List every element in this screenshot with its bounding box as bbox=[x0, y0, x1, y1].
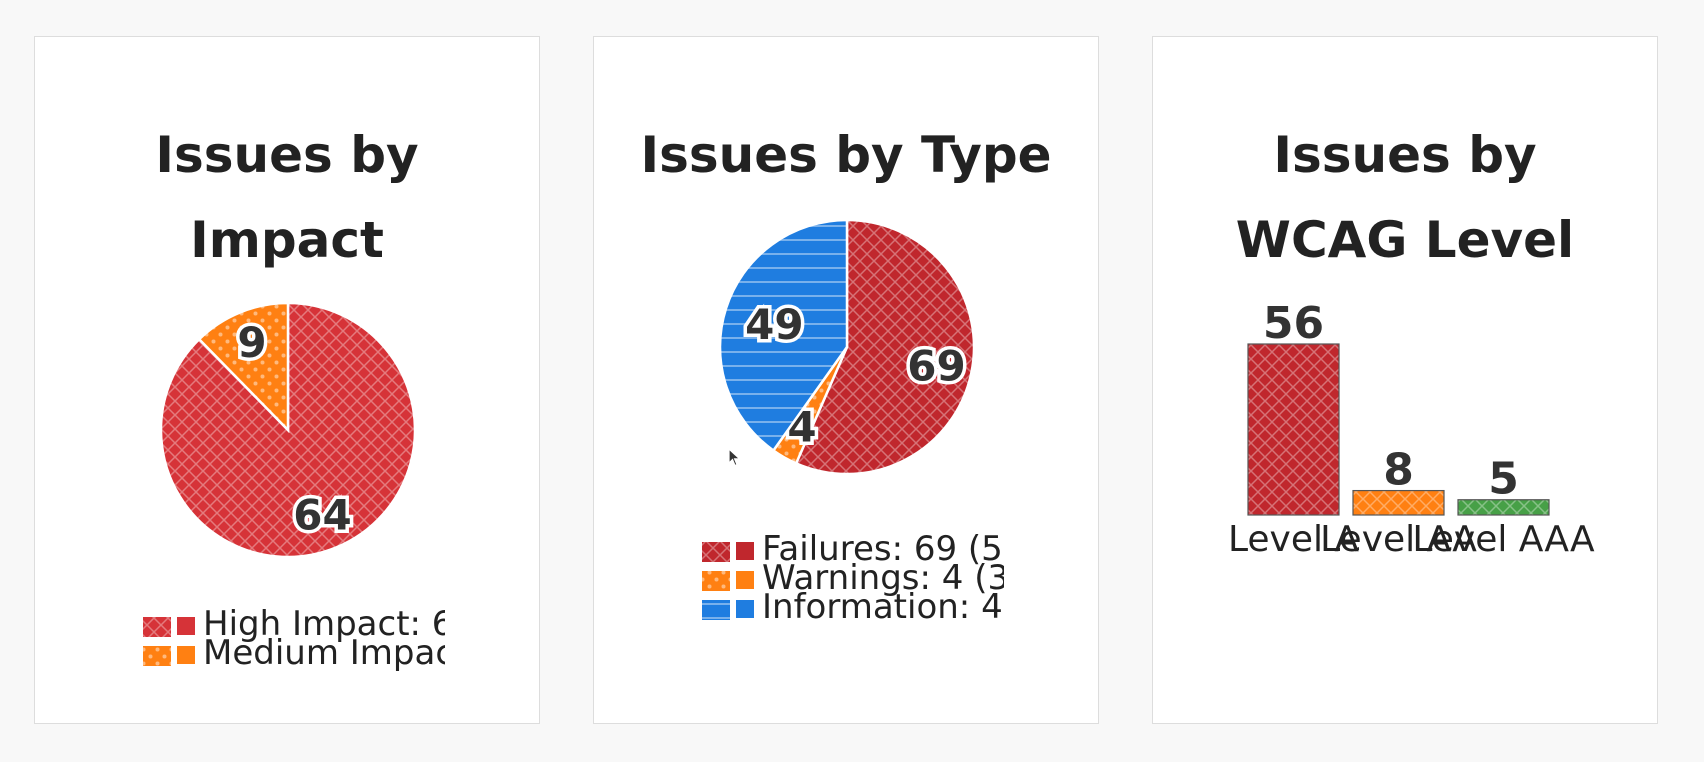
legend-label: Medium Impact bbox=[203, 633, 467, 673]
pie-slice-information bbox=[718, 218, 849, 453]
type-title-line-1: Issues by Type bbox=[640, 126, 1052, 184]
x-tick-label: Level AA bbox=[1320, 519, 1477, 560]
impact-card: Issues by Impact 64 9 High Impact: 64 Mediu… bbox=[34, 36, 540, 724]
legend-swatch-pattern bbox=[143, 646, 171, 666]
data-label: 69 bbox=[907, 342, 965, 391]
data-label: 5 bbox=[1488, 454, 1519, 505]
legend-swatch bbox=[736, 571, 754, 589]
wcag-card-title: Issues by WCAG Level bbox=[1153, 113, 1657, 283]
impact-title-line-1: Issues by bbox=[155, 126, 419, 184]
impact-title-line-2: Impact bbox=[190, 211, 384, 269]
pie-slice-medium-impact bbox=[197, 301, 290, 434]
legend-swatch bbox=[736, 542, 754, 560]
wcag-card: Issues by WCAG Level 56 Level A 8 Level AA 5… bbox=[1152, 36, 1658, 724]
legend-swatch-pattern bbox=[702, 600, 730, 620]
legend-label: Failures: 69 (57 bbox=[762, 529, 1024, 569]
data-label: 56 bbox=[1263, 298, 1324, 349]
wcag-bar-chart: 56 Level A 8 Level AA 5 Level AAA bbox=[1228, 295, 1595, 561]
bar-level-aaa bbox=[1457, 499, 1550, 516]
data-label: 9 bbox=[237, 318, 266, 367]
bar-level-aa bbox=[1352, 489, 1445, 516]
wcag-title-line-1: Issues by bbox=[1273, 126, 1537, 184]
legend-swatch bbox=[177, 617, 195, 635]
legend-swatch-pattern bbox=[702, 571, 730, 591]
mouse-pointer-icon bbox=[728, 448, 742, 467]
legend-swatch-pattern bbox=[702, 542, 730, 562]
legend-swatch bbox=[736, 600, 754, 618]
wcag-title-line-2: WCAG Level bbox=[1235, 211, 1575, 269]
impact-card-title: Issues by Impact bbox=[35, 113, 539, 283]
legend-label: Warnings: 4 (3 bbox=[762, 558, 1009, 598]
legend-swatch bbox=[177, 646, 195, 664]
legend-swatch-pattern bbox=[143, 617, 171, 637]
data-label: 8 bbox=[1383, 445, 1414, 496]
x-tick-label: Level AAA bbox=[1412, 519, 1595, 560]
data-label: 49 bbox=[745, 300, 803, 349]
data-label: 64 bbox=[293, 491, 351, 540]
type-card-title: Issues by Type bbox=[594, 113, 1098, 198]
x-tick-label: Level A bbox=[1228, 519, 1359, 560]
legend-label: High Impact: 64 bbox=[203, 604, 475, 644]
bar-level-a bbox=[1247, 343, 1340, 516]
type-card: Issues by Type 69 4 49 Failures: 69 (57 Warn… bbox=[593, 36, 1099, 724]
pie-slice-failures bbox=[794, 218, 976, 476]
legend-label: Information: 49 bbox=[762, 587, 1024, 627]
